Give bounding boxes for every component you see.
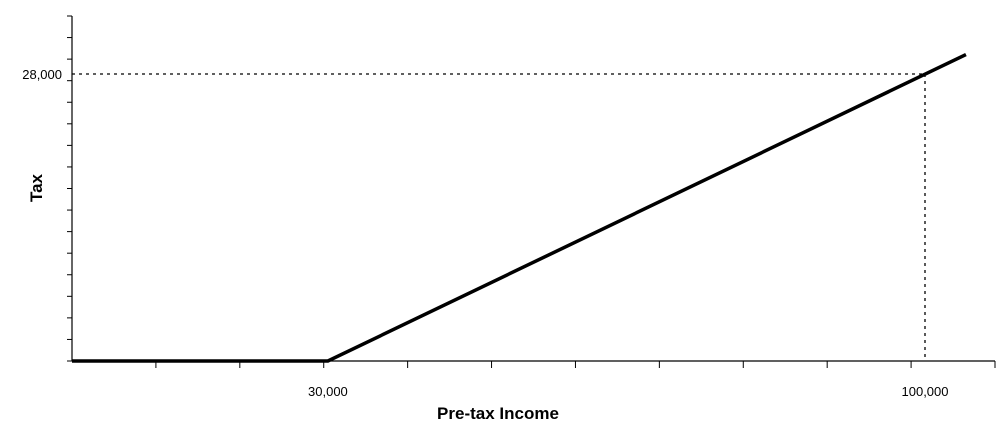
x-tick-label: 100,000: [902, 384, 949, 399]
reference-lines: [72, 73, 926, 361]
tax-schedule-line: [72, 52, 967, 363]
axis-ticks: [67, 15, 996, 368]
x-axis-title: Pre-tax Income: [437, 404, 559, 423]
y-tick-label: 28,000: [22, 67, 62, 82]
y-axis-title: Tax: [27, 173, 46, 202]
x-tick-label: 30,000: [308, 384, 348, 399]
tick-labels: 30,000 100,000 28,000: [22, 67, 948, 399]
